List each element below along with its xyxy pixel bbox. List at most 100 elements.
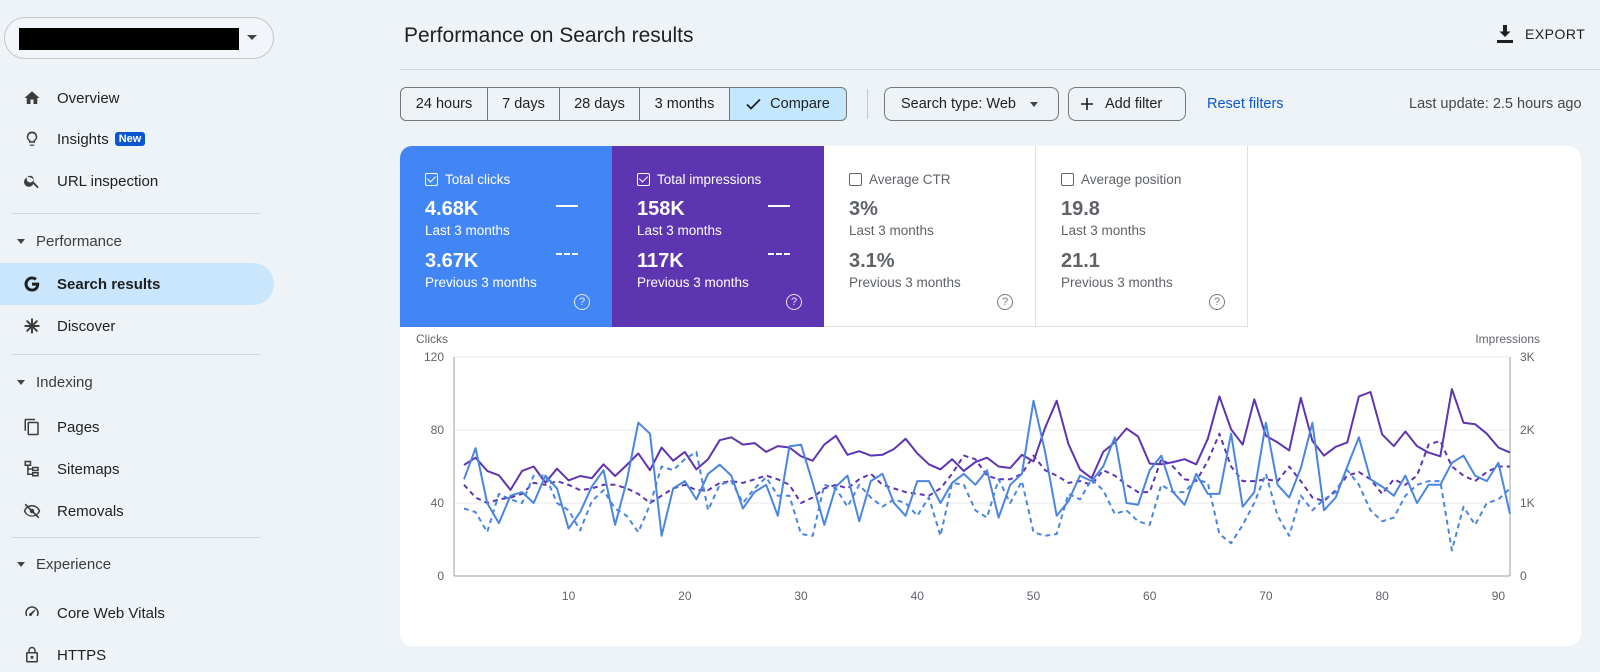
plus-icon: [1081, 98, 1093, 110]
sidebar-item-overview[interactable]: Overview: [0, 77, 274, 119]
checkbox-icon[interactable]: [425, 172, 438, 186]
pages-icon: [22, 417, 42, 437]
sidebar-item-label: Discover: [57, 317, 116, 335]
x-tick-label: 90: [1492, 589, 1506, 603]
google-g-icon: [22, 274, 42, 294]
add-filter-button[interactable]: Add filter: [1068, 87, 1186, 121]
metric-previous-value: 117K: [637, 250, 684, 272]
new-badge: New: [114, 131, 146, 146]
sidebar-item-https[interactable]: HTTPS: [0, 634, 274, 672]
section-label: Experience: [36, 555, 112, 573]
y-left-tick-label: 80: [431, 423, 445, 437]
legend-solid-line: [556, 205, 578, 207]
y-right-axis-label: Impressions: [1475, 332, 1540, 346]
range-28-days[interactable]: 28 days: [559, 87, 640, 121]
metric-total-clicks[interactable]: Total clicks 4.68K Last 3 months 3.67K P…: [400, 146, 612, 327]
section-performance[interactable]: Performance: [0, 226, 260, 256]
lightbulb-icon: [22, 129, 42, 149]
eye-off-icon: [22, 501, 42, 521]
help-icon[interactable]: ?: [574, 294, 590, 310]
help-icon[interactable]: ?: [786, 294, 802, 310]
series-line-3: [463, 450, 1511, 552]
sidebar-item-label: Overview: [57, 89, 120, 107]
help-icon[interactable]: ?: [1209, 294, 1225, 310]
sidebar-item-sitemaps[interactable]: Sitemaps: [0, 448, 274, 490]
caret-down-icon: [17, 379, 25, 385]
reset-filters-link[interactable]: Reset filters: [1207, 96, 1284, 112]
sidebar-item-label: HTTPS: [57, 646, 107, 664]
legend-dashed-line: [768, 253, 790, 255]
series-line-0: [463, 388, 1511, 491]
sidebar-item-label: Removals: [57, 502, 124, 520]
series-line-1: [463, 432, 1510, 504]
page-title: Performance on Search results: [404, 24, 694, 47]
range-7-days[interactable]: 7 days: [487, 87, 560, 121]
metric-average-ctr[interactable]: Average CTR 3% Last 3 months 3.1% Previo…: [824, 146, 1036, 327]
sidebar-item-label: URL inspection: [57, 172, 159, 190]
export-label: EXPORT: [1525, 26, 1586, 42]
sidebar-item-label-wrap: Insights New: [57, 130, 146, 148]
sidebar-item-search-results[interactable]: Search results: [0, 263, 274, 305]
checkbox-icon[interactable]: [637, 172, 650, 186]
metric-current-value: 158K: [637, 198, 685, 220]
property-selector[interactable]: [4, 17, 274, 59]
divider: [867, 89, 868, 119]
x-tick-label: 30: [794, 589, 808, 603]
metric-previous-label: Previous 3 months: [425, 275, 537, 290]
section-indexing[interactable]: Indexing: [0, 367, 260, 397]
x-tick-label: 80: [1375, 589, 1389, 603]
export-button[interactable]: EXPORT: [1497, 25, 1585, 43]
y-left-tick-label: 0: [437, 569, 444, 583]
range-24-hours[interactable]: 24 hours: [400, 87, 488, 121]
metric-label: Total clicks: [445, 171, 511, 187]
search-type-dropdown[interactable]: Search type: Web: [884, 87, 1059, 121]
range-3-months[interactable]: 3 months: [639, 87, 730, 121]
metric-total-impressions[interactable]: Total impressions 158K Last 3 months 117…: [612, 146, 824, 327]
performance-chart[interactable]: 0 0 40 1K 80 2K 120 3K Clicks Impressions 10 20 30 40…: [400, 327, 1581, 646]
sidebar-item-pages[interactable]: Pages: [0, 406, 274, 448]
metric-average-position[interactable]: Average position 19.8 Last 3 months 21.1…: [1036, 146, 1248, 327]
sidebar-item-label: Insights: [57, 130, 109, 148]
section-experience[interactable]: Experience: [0, 549, 260, 579]
last-update-text: Last update: 2.5 hours ago: [1409, 96, 1582, 112]
add-filter-label: Add filter: [1105, 96, 1163, 112]
sidebar-item-label: Pages: [57, 418, 100, 436]
series-line-2: [463, 399, 1511, 537]
asterisk-icon: [22, 316, 42, 336]
sidebar-item-insights[interactable]: Insights New: [0, 118, 274, 160]
divider: [12, 537, 260, 538]
metric-previous-label: Previous 3 months: [849, 275, 961, 290]
x-tick-label: 50: [1027, 589, 1041, 603]
help-icon[interactable]: ?: [997, 294, 1013, 310]
metric-previous-value: 21.1: [1061, 250, 1100, 272]
metric-previous-label: Previous 3 months: [637, 275, 749, 290]
search-type-label: Search type: Web: [901, 96, 1016, 112]
sidebar-item-label: Core Web Vitals: [57, 604, 165, 622]
y-right-tick-label: 3K: [1520, 350, 1535, 364]
y-left-tick-label: 40: [431, 496, 445, 510]
sidebar-item-core-web-vitals[interactable]: Core Web Vitals: [0, 592, 274, 634]
performance-card: Total clicks 4.68K Last 3 months 3.67K P…: [400, 146, 1581, 646]
divider: [400, 69, 1600, 70]
y-left-tick-label: 120: [424, 350, 444, 364]
sidebar-item-discover[interactable]: Discover: [0, 305, 274, 347]
compare-button[interactable]: Compare: [729, 87, 847, 121]
chevron-down-icon: [247, 35, 257, 40]
sidebar-item-url-inspection[interactable]: URL inspection: [0, 160, 274, 202]
metric-current-value: 3%: [849, 198, 878, 220]
caret-down-icon: [17, 561, 25, 567]
home-icon: [22, 88, 42, 108]
metric-previous-label: Previous 3 months: [1061, 275, 1173, 290]
legend-solid-line: [768, 205, 790, 207]
metric-current-label: Last 3 months: [637, 223, 722, 238]
sidebar: Overview Insights New URL inspection Perf…: [0, 0, 280, 672]
checkbox-icon[interactable]: [849, 172, 862, 186]
sidebar-item-removals[interactable]: Removals: [0, 490, 274, 532]
legend-dashed-line: [556, 253, 578, 255]
sidebar-item-label: Search results: [57, 275, 161, 293]
x-tick-label: 60: [1143, 589, 1157, 603]
metric-previous-value: 3.67K: [425, 250, 479, 272]
checkbox-icon[interactable]: [1061, 172, 1074, 186]
divider: [12, 213, 260, 214]
y-right-tick-label: 2K: [1520, 423, 1535, 437]
